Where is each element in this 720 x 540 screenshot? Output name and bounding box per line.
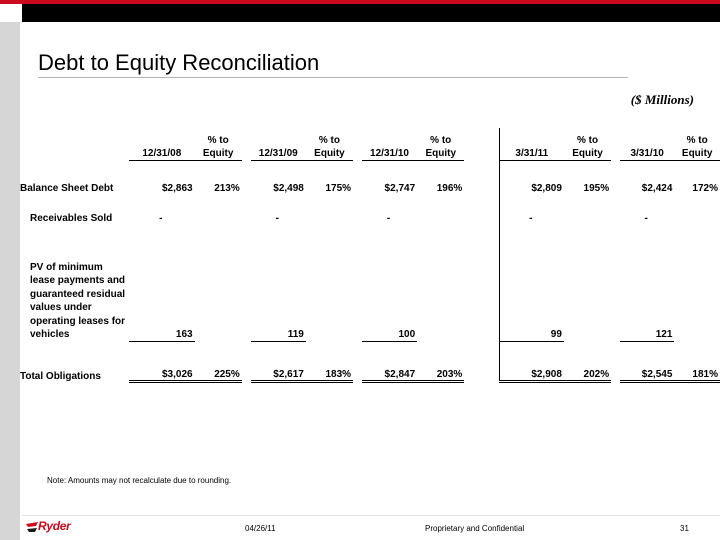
table-cell: 175% [325,182,352,194]
table-cell: 121 [619,233,675,342]
table-cell: 213% [214,182,240,194]
table-row: Receivables Sold - - - - - [20,203,720,233]
page-title: Debt to Equity Reconciliation [38,50,320,75]
table-cell: 181% [674,341,720,383]
table-cell: 100 [361,233,418,342]
table-row: Balance Sheet Debt $2,863 213% $2,498 17… [20,173,720,203]
row-label-total-obligations: Total Obligations [20,370,101,382]
table-cell: $2,908 [499,341,564,383]
logo-text: Ryder [38,519,71,533]
table-cell: $2,809 [531,182,562,194]
table-cell [306,203,353,233]
left-gray-bar [0,22,20,540]
table-cell [674,203,720,233]
table-cell: $2,863 [161,182,193,194]
table-row: PV of minimum lease payments and guarant… [20,233,720,342]
table-cell: $2,424 [641,182,673,194]
page-number: 31 [680,524,689,533]
table-cell: 163 [129,233,195,342]
col-header-pct-2010: % to Equity [417,128,465,161]
header-blank [20,128,129,161]
table-cell [564,203,611,233]
top-black-band [22,4,720,22]
units-label: ($ Millions) [630,92,694,107]
footer-date: 04/26/11 [245,524,276,533]
table-cell: - [644,212,648,224]
col-header-12-31-10: 12/31/10 [361,128,418,161]
table-cell: $2,747 [384,182,416,194]
table-cell [195,203,242,233]
table-cell: $2,847 [361,341,418,383]
table-cell [195,233,242,342]
row-label-pv-leases: PV of minimum lease payments and guarant… [30,261,126,341]
table-cell: - [275,212,279,224]
table-cell: - [386,212,391,224]
col-header-pct-q1-2010: % to Equity [674,128,720,161]
table-cell: 196% [436,182,463,194]
col-header-12-31-09: 12/31/09 [250,128,306,161]
ryder-logo: Ryder [24,519,76,535]
top-red-stripe [0,0,720,4]
title-underline [38,77,628,78]
table-cell: - [529,212,533,224]
reconciliation-table: 12/31/08 % to Equity 12/31/09 % to Equity … [20,128,720,383]
table-cell: 99 [499,233,564,342]
column-separator [473,128,500,161]
table-cell: 195% [583,182,610,194]
table-cell [417,203,464,233]
table-cell: - [159,212,163,224]
col-header-pct-2009: % to Equity [305,128,354,161]
row-label-receivables-sold: Receivables Sold [30,212,113,224]
table-cell: $2,545 [619,341,675,383]
table-cell: 203% [417,341,465,383]
table-cell [564,233,611,342]
col-header-pct-2008: % to Equity [194,128,242,161]
rounding-note: Note: Amounts may not recalculate due to… [47,476,232,485]
table-cell: $2,617 [250,341,306,383]
col-header-pct-q1-2011: % to Equity [563,128,612,161]
row-label-balance-sheet-debt: Balance Sheet Debt [20,182,114,194]
table-cell: 225% [194,341,242,383]
table-cell [417,233,464,342]
table-header-row: 12/31/08 % to Equity 12/31/09 % to Equity … [20,128,720,161]
table-cell: 119 [250,233,306,342]
table-cell: 202% [563,341,612,383]
table-cell: 183% [305,341,354,383]
table-row: Total Obligations $3,026 225% $2,617 183… [20,341,720,383]
ryder-swoosh-icon [26,522,38,532]
table-cell: 172% [692,182,718,194]
table-cell [674,233,720,342]
table-cell: $3,026 [129,341,195,383]
table-cell [306,233,353,342]
footer-divider [22,515,720,516]
col-header-3-31-11: 3/31/11 [499,128,564,161]
col-header-12-31-08: 12/31/08 [129,128,195,161]
col-header-3-31-10: 3/31/10 [619,128,675,161]
footer-confidential: Proprietary and Confidential [425,524,525,533]
table-cell: $2,498 [273,182,304,194]
